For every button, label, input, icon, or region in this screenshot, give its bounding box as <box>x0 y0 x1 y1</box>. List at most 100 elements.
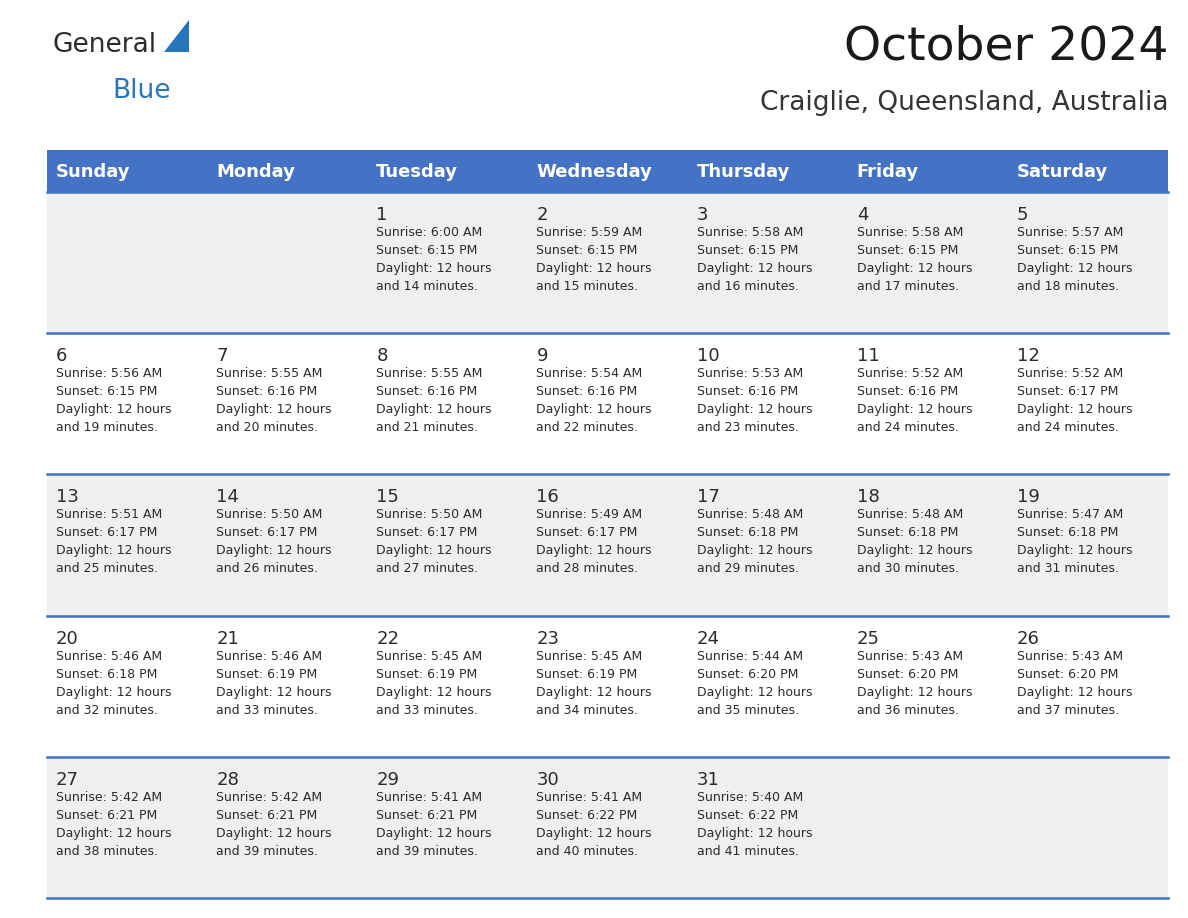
Text: Sunset: 6:15 PM: Sunset: 6:15 PM <box>537 244 638 257</box>
Text: Daylight: 12 hours: Daylight: 12 hours <box>537 544 652 557</box>
Text: Sunset: 6:22 PM: Sunset: 6:22 PM <box>537 809 638 822</box>
Text: Sunset: 6:16 PM: Sunset: 6:16 PM <box>377 386 478 398</box>
Text: 3: 3 <box>696 206 708 224</box>
Text: and 18 minutes.: and 18 minutes. <box>1017 280 1119 293</box>
Text: and 39 minutes.: and 39 minutes. <box>216 845 318 857</box>
Text: 26: 26 <box>1017 630 1040 647</box>
Text: Sunrise: 5:46 AM: Sunrise: 5:46 AM <box>216 650 322 663</box>
Text: and 36 minutes.: and 36 minutes. <box>857 703 959 717</box>
Text: Sunset: 6:20 PM: Sunset: 6:20 PM <box>1017 667 1118 680</box>
Text: Sunrise: 5:48 AM: Sunrise: 5:48 AM <box>857 509 963 521</box>
Text: Sunrise: 5:57 AM: Sunrise: 5:57 AM <box>1017 226 1123 239</box>
Text: Daylight: 12 hours: Daylight: 12 hours <box>377 686 492 699</box>
Text: Sunset: 6:18 PM: Sunset: 6:18 PM <box>56 667 157 680</box>
Text: Daylight: 12 hours: Daylight: 12 hours <box>696 686 813 699</box>
Text: Daylight: 12 hours: Daylight: 12 hours <box>696 544 813 557</box>
Text: and 40 minutes.: and 40 minutes. <box>537 845 638 857</box>
Text: Sunset: 6:15 PM: Sunset: 6:15 PM <box>56 386 157 398</box>
Text: Sunset: 6:20 PM: Sunset: 6:20 PM <box>857 667 958 680</box>
Text: and 35 minutes.: and 35 minutes. <box>696 703 798 717</box>
Text: Sunset: 6:21 PM: Sunset: 6:21 PM <box>56 809 157 822</box>
Text: Daylight: 12 hours: Daylight: 12 hours <box>56 827 171 840</box>
Text: 1: 1 <box>377 206 387 224</box>
Text: Sunrise: 5:42 AM: Sunrise: 5:42 AM <box>56 790 162 804</box>
Bar <box>48 756 1168 898</box>
Text: Daylight: 12 hours: Daylight: 12 hours <box>857 544 972 557</box>
Text: 15: 15 <box>377 488 399 507</box>
Text: Sunrise: 5:59 AM: Sunrise: 5:59 AM <box>537 226 643 239</box>
Text: Sunrise: 5:49 AM: Sunrise: 5:49 AM <box>537 509 643 521</box>
Text: Daylight: 12 hours: Daylight: 12 hours <box>1017 686 1132 699</box>
Text: Daylight: 12 hours: Daylight: 12 hours <box>56 544 171 557</box>
Text: and 26 minutes.: and 26 minutes. <box>216 563 318 576</box>
Text: Sunrise: 5:41 AM: Sunrise: 5:41 AM <box>537 790 643 804</box>
Text: Sunset: 6:16 PM: Sunset: 6:16 PM <box>696 386 798 398</box>
Text: and 33 minutes.: and 33 minutes. <box>216 703 318 717</box>
Text: and 14 minutes.: and 14 minutes. <box>377 280 478 293</box>
Text: Sunset: 6:18 PM: Sunset: 6:18 PM <box>1017 526 1118 540</box>
Text: and 15 minutes.: and 15 minutes. <box>537 280 638 293</box>
Text: Sunset: 6:15 PM: Sunset: 6:15 PM <box>1017 244 1118 257</box>
Text: Sunset: 6:16 PM: Sunset: 6:16 PM <box>216 386 317 398</box>
Text: Daylight: 12 hours: Daylight: 12 hours <box>537 403 652 416</box>
Text: 17: 17 <box>696 488 720 507</box>
Text: Sunset: 6:19 PM: Sunset: 6:19 PM <box>377 667 478 680</box>
Text: Sunset: 6:16 PM: Sunset: 6:16 PM <box>537 386 638 398</box>
Text: and 16 minutes.: and 16 minutes. <box>696 280 798 293</box>
Text: Daylight: 12 hours: Daylight: 12 hours <box>377 827 492 840</box>
Text: 5: 5 <box>1017 206 1029 224</box>
Text: Sunset: 6:20 PM: Sunset: 6:20 PM <box>696 667 798 680</box>
Text: Sunrise: 5:50 AM: Sunrise: 5:50 AM <box>377 509 482 521</box>
Text: Sunrise: 5:48 AM: Sunrise: 5:48 AM <box>696 509 803 521</box>
Text: Sunset: 6:18 PM: Sunset: 6:18 PM <box>857 526 958 540</box>
Text: and 33 minutes.: and 33 minutes. <box>377 703 478 717</box>
Text: 2: 2 <box>537 206 548 224</box>
Text: Daylight: 12 hours: Daylight: 12 hours <box>1017 262 1132 275</box>
Text: Blue: Blue <box>112 78 171 104</box>
Text: 9: 9 <box>537 347 548 365</box>
Text: 18: 18 <box>857 488 879 507</box>
Text: and 32 minutes.: and 32 minutes. <box>56 703 158 717</box>
Text: Sunset: 6:17 PM: Sunset: 6:17 PM <box>537 526 638 540</box>
Text: Sunrise: 5:52 AM: Sunrise: 5:52 AM <box>1017 367 1123 380</box>
Text: 10: 10 <box>696 347 719 365</box>
Text: Sunrise: 5:43 AM: Sunrise: 5:43 AM <box>857 650 962 663</box>
Text: 13: 13 <box>56 488 78 507</box>
Text: Friday: Friday <box>857 163 918 181</box>
Text: Sunset: 6:17 PM: Sunset: 6:17 PM <box>216 526 317 540</box>
Text: Sunrise: 5:52 AM: Sunrise: 5:52 AM <box>857 367 963 380</box>
Text: and 22 minutes.: and 22 minutes. <box>537 421 638 434</box>
Text: 7: 7 <box>216 347 228 365</box>
Text: 22: 22 <box>377 630 399 647</box>
Text: 16: 16 <box>537 488 560 507</box>
Text: Sunrise: 5:53 AM: Sunrise: 5:53 AM <box>696 367 803 380</box>
Text: Sunset: 6:15 PM: Sunset: 6:15 PM <box>377 244 478 257</box>
Text: Sunrise: 5:47 AM: Sunrise: 5:47 AM <box>1017 509 1123 521</box>
Text: Daylight: 12 hours: Daylight: 12 hours <box>696 262 813 275</box>
Bar <box>48 150 1168 192</box>
Polygon shape <box>164 20 189 52</box>
Text: Sunrise: 5:44 AM: Sunrise: 5:44 AM <box>696 650 803 663</box>
Text: and 30 minutes.: and 30 minutes. <box>857 563 959 576</box>
Text: and 27 minutes.: and 27 minutes. <box>377 563 479 576</box>
Text: Sunrise: 5:51 AM: Sunrise: 5:51 AM <box>56 509 163 521</box>
Text: Daylight: 12 hours: Daylight: 12 hours <box>696 827 813 840</box>
Text: Daylight: 12 hours: Daylight: 12 hours <box>216 827 331 840</box>
Text: Daylight: 12 hours: Daylight: 12 hours <box>377 403 492 416</box>
Text: 23: 23 <box>537 630 560 647</box>
Text: 8: 8 <box>377 347 387 365</box>
Text: 6: 6 <box>56 347 68 365</box>
Text: Sunday: Sunday <box>56 163 131 181</box>
Text: Daylight: 12 hours: Daylight: 12 hours <box>696 403 813 416</box>
Text: Sunrise: 5:58 AM: Sunrise: 5:58 AM <box>696 226 803 239</box>
Text: Daylight: 12 hours: Daylight: 12 hours <box>537 686 652 699</box>
Text: 14: 14 <box>216 488 239 507</box>
Text: and 25 minutes.: and 25 minutes. <box>56 563 158 576</box>
Text: 19: 19 <box>1017 488 1040 507</box>
Text: 30: 30 <box>537 771 560 789</box>
Text: Craiglie, Queensland, Australia: Craiglie, Queensland, Australia <box>759 90 1168 116</box>
Text: 12: 12 <box>1017 347 1040 365</box>
Text: and 29 minutes.: and 29 minutes. <box>696 563 798 576</box>
Text: and 38 minutes.: and 38 minutes. <box>56 845 158 857</box>
Text: Daylight: 12 hours: Daylight: 12 hours <box>1017 544 1132 557</box>
